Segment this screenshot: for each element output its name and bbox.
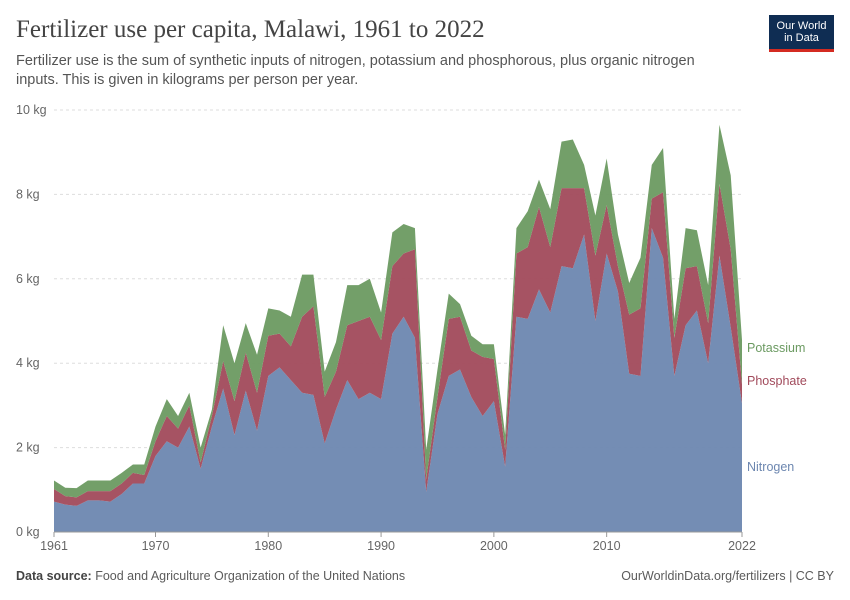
legend: Potassium Phosphate Nitrogen xyxy=(747,341,807,474)
legend-phosphate[interactable]: Phosphate xyxy=(747,374,807,388)
footer-source: Data source: Food and Agriculture Organi… xyxy=(16,569,405,583)
y-tick-label: 8 kg xyxy=(16,187,40,201)
y-tick-label: 6 kg xyxy=(16,272,40,286)
y-tick-label: 4 kg xyxy=(16,356,40,370)
x-tick-label: 1990 xyxy=(367,539,395,553)
source-label: Data source: xyxy=(16,569,92,583)
y-tick-label: 10 kg xyxy=(16,103,47,117)
logo-line-2: in Data xyxy=(784,32,819,44)
chart-title: Fertilizer use per capita, Malawi, 1961 … xyxy=(16,16,485,43)
x-tick-label: 2022 xyxy=(728,539,756,553)
legend-potassium[interactable]: Potassium xyxy=(747,341,805,355)
legend-nitrogen[interactable]: Nitrogen xyxy=(747,460,794,474)
area-layer xyxy=(54,124,742,532)
phosphate-area[interactable] xyxy=(54,183,742,506)
x-tick-label: 1980 xyxy=(254,539,282,553)
chart-subtitle: Fertilizer use is the sum of synthetic i… xyxy=(16,53,695,88)
owid-logo[interactable]: Our World in Data xyxy=(769,15,834,52)
y-tick-label: 0 kg xyxy=(16,525,40,539)
x-tick-label: 2010 xyxy=(593,539,621,553)
x-tick-label: 2000 xyxy=(480,539,508,553)
stacked-area-chart[interactable]: 0 kg 2 kg 4 kg 6 kg 8 kg 10 kg 1961 1970 1980 199… xyxy=(0,0,850,560)
footer-link[interactable]: OurWorldinData.org/fertilizers | CC BY xyxy=(621,569,834,583)
source-text: Food and Agriculture Organization of the… xyxy=(95,569,406,583)
logo-line-1: Our World xyxy=(776,20,827,32)
x-tick-label: 1970 xyxy=(142,539,170,553)
y-tick-label: 2 kg xyxy=(16,441,40,455)
nitrogen-area[interactable] xyxy=(54,228,742,532)
x-tick-label: 1961 xyxy=(40,539,68,553)
axes: 0 kg 2 kg 4 kg 6 kg 8 kg 10 kg 1961 1970 1980 199… xyxy=(16,103,756,553)
